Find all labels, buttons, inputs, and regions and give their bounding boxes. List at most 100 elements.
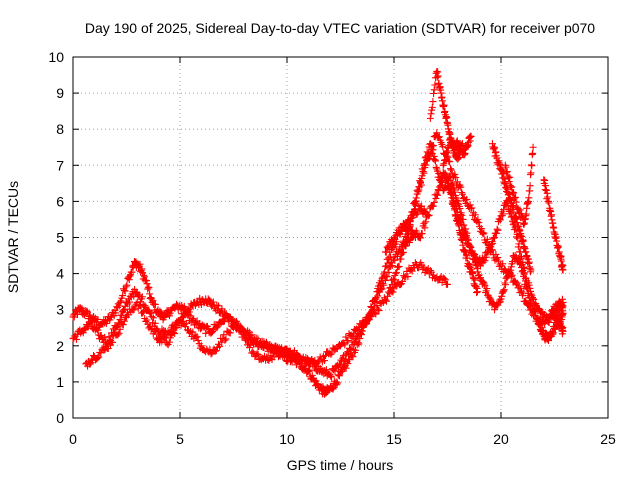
y-tick-label: 5 xyxy=(56,230,64,246)
data-point-track-2 xyxy=(336,360,344,368)
y-tick-label: 4 xyxy=(56,266,64,282)
data-point-track-1 xyxy=(156,307,164,315)
data-point-track-3 xyxy=(290,347,298,355)
data-point-track-1 xyxy=(112,309,120,317)
data-point-track-1 xyxy=(328,384,336,392)
data-point-track-1 xyxy=(144,283,152,291)
data-point-track-5 xyxy=(520,270,528,278)
data-point-track-2 xyxy=(208,329,216,337)
data-point-track-3 xyxy=(270,353,278,361)
data-point-track-6 xyxy=(409,208,417,216)
data-point-track-2 xyxy=(383,272,391,280)
data-point-track-2 xyxy=(228,316,236,324)
data-point-track-1 xyxy=(116,298,124,306)
data-point-track-3 xyxy=(115,329,123,337)
data-point-track-3 xyxy=(104,344,112,352)
data-point-track-6 xyxy=(414,188,422,196)
y-tick-label: 3 xyxy=(56,302,64,318)
data-point-track-6 xyxy=(467,205,475,213)
data-point-track-5 xyxy=(430,152,438,160)
data-point-track-6 xyxy=(417,181,425,189)
data-point-track-5 xyxy=(468,247,476,255)
data-point-track-4 xyxy=(430,198,438,206)
data-point-track-1 xyxy=(306,366,314,374)
data-point-track-1 xyxy=(151,300,159,308)
data-point-track-5 xyxy=(483,285,491,293)
data-point-track-6 xyxy=(422,161,430,169)
data-point-track-1 xyxy=(86,311,94,319)
data-point-track-6 xyxy=(479,230,487,238)
data-point-track-6 xyxy=(452,174,460,182)
data-point-track-2 xyxy=(149,314,157,322)
data-point-track-3 xyxy=(136,302,144,310)
data-point-track-1 xyxy=(149,297,157,305)
y-tick-label: 10 xyxy=(48,49,64,65)
data-point-track-6 xyxy=(475,219,483,227)
data-point-track-5 xyxy=(388,281,396,289)
data-point-track-7 xyxy=(467,132,475,140)
data-point-track-2 xyxy=(142,303,150,311)
data-point-track-6 xyxy=(428,141,436,149)
data-point-track-12 xyxy=(541,176,549,184)
data-point-track-9 xyxy=(441,156,449,164)
data-point-track-6 xyxy=(435,133,443,141)
data-point-track-4 xyxy=(425,211,433,219)
data-point-track-6 xyxy=(558,303,566,311)
data-point-track-1 xyxy=(166,309,174,317)
data-point-track-2 xyxy=(101,333,109,341)
axis-ticks: 0 5 10 15 20 25 0 1 2 3 4 5 6 7 8 9 10 xyxy=(48,49,616,447)
data-point-track-4 xyxy=(413,229,421,237)
data-point-track-2 xyxy=(93,325,101,333)
data-point-track-1 xyxy=(416,203,424,211)
y-tick-label: 2 xyxy=(56,338,64,354)
data-point-track-1 xyxy=(349,353,357,361)
data-point-track-5 xyxy=(441,182,449,190)
data-point-track-2 xyxy=(213,324,221,332)
data-point-track-4 xyxy=(491,234,499,241)
data-point-track-11 xyxy=(529,149,537,157)
data-point-track-2 xyxy=(119,307,127,315)
data-point-track-6 xyxy=(541,320,549,328)
data-point-track-5 xyxy=(474,268,482,276)
data-point-track-5 xyxy=(501,281,509,289)
data-point-track-1 xyxy=(355,340,363,348)
data-point-track-2 xyxy=(388,262,396,270)
data-point-track-6 xyxy=(545,315,553,323)
data-point-track-4 xyxy=(422,218,430,226)
data-point-track-3 xyxy=(242,334,250,342)
data-point-track-2 xyxy=(385,268,393,276)
data-point-track-6 xyxy=(411,201,419,209)
data-point-track-11 xyxy=(529,143,537,151)
data-point-track-3 xyxy=(143,316,151,324)
data-point-track-8 xyxy=(471,276,479,284)
data-point-track-3 xyxy=(383,297,391,305)
data-point-track-4 xyxy=(391,235,399,243)
data-point-track-6 xyxy=(458,190,466,198)
data-point-track-5 xyxy=(392,269,400,277)
data-point-track-2 xyxy=(402,242,410,250)
data-point-track-2 xyxy=(376,286,384,294)
data-point-track-7 xyxy=(440,101,448,109)
data-point-track-3 xyxy=(276,351,284,359)
data-point-track-9 xyxy=(442,148,450,156)
data-point-track-3 xyxy=(247,340,255,348)
data-point-track-3 xyxy=(114,331,122,339)
y-tick-label: 0 xyxy=(56,410,64,426)
data-point-track-6 xyxy=(439,143,447,151)
data-point-track-6 xyxy=(404,227,412,235)
data-point-track-5 xyxy=(467,244,475,252)
y-axis-label: SDTVAR / TECUs xyxy=(5,181,21,293)
data-point-track-11 xyxy=(512,198,520,206)
data-point-track-2 xyxy=(151,319,159,327)
data-point-track-6 xyxy=(412,197,420,205)
data-point-track-7 xyxy=(430,90,438,98)
data-point-track-2 xyxy=(160,326,168,334)
data-point-track-5 xyxy=(397,255,405,263)
data-point-track-6 xyxy=(519,289,527,297)
data-point-track-4 xyxy=(489,239,497,247)
data-point-track-3 xyxy=(342,333,350,341)
data-point-track-5 xyxy=(523,284,531,292)
data-point-track-2 xyxy=(120,306,128,314)
data-point-track-4 xyxy=(421,224,429,232)
data-point-track-6 xyxy=(429,142,437,150)
